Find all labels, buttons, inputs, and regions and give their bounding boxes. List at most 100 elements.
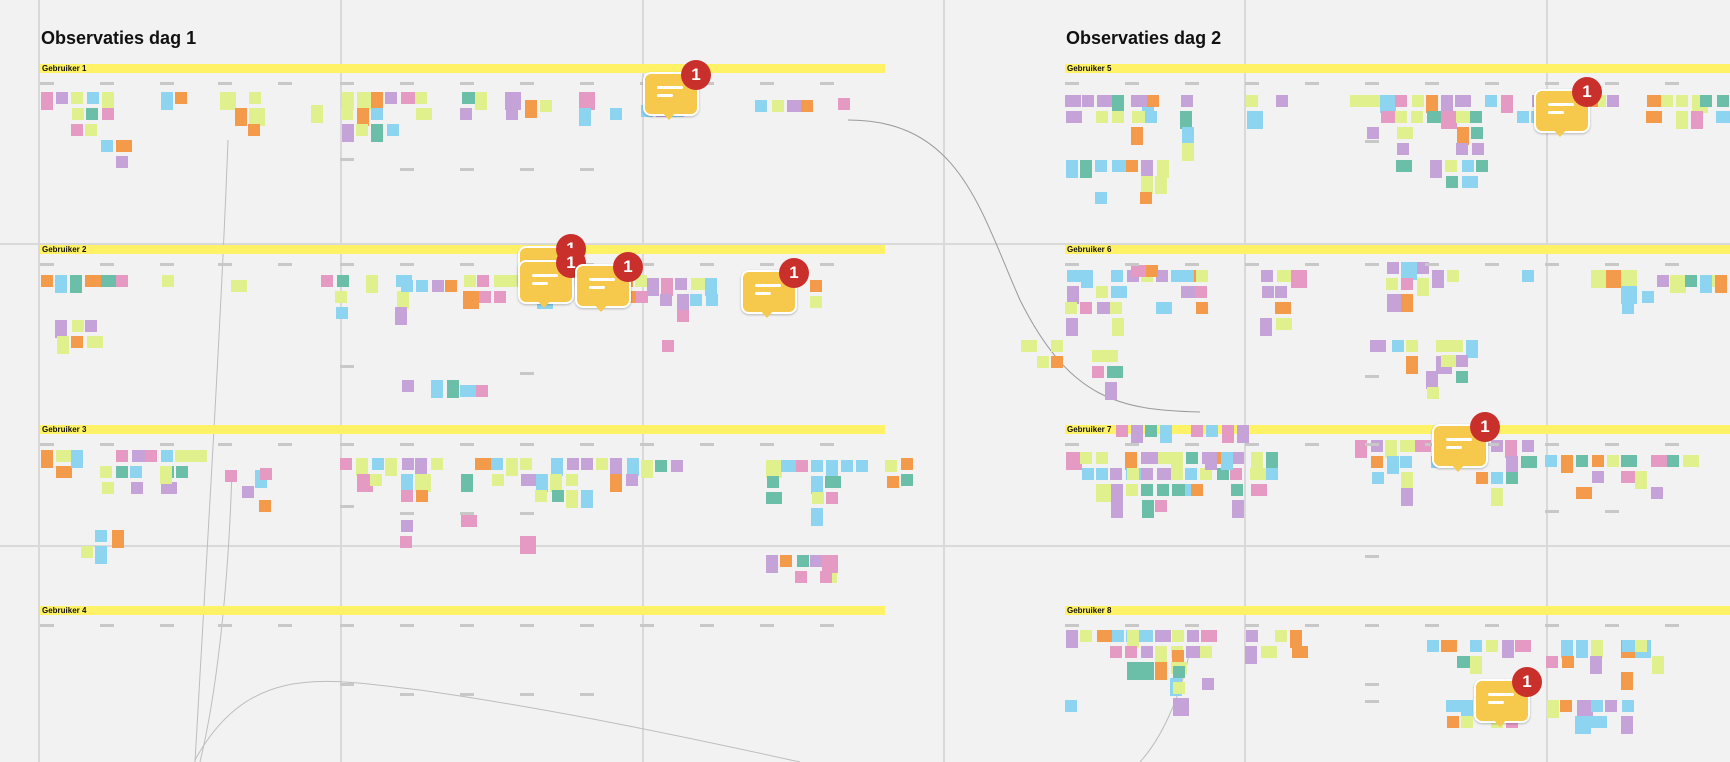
sticky-note[interactable]	[505, 92, 521, 110]
sticky-note[interactable]	[463, 291, 479, 309]
sticky-note[interactable]	[1456, 111, 1472, 123]
sticky-note[interactable]	[1173, 682, 1185, 694]
sticky-note[interactable]	[1080, 302, 1092, 314]
sticky-note[interactable]	[826, 460, 838, 478]
sticky-note[interactable]	[1200, 468, 1212, 480]
sticky-note[interactable]	[1470, 656, 1482, 674]
sticky-note[interactable]	[579, 92, 595, 110]
sticky-note[interactable]	[1462, 160, 1474, 172]
sticky-note[interactable]	[1576, 487, 1592, 499]
sticky-note[interactable]	[1652, 656, 1664, 674]
sticky-note[interactable]	[1446, 176, 1458, 188]
sticky-note[interactable]	[341, 108, 353, 120]
sticky-note[interactable]	[626, 474, 638, 486]
sticky-note[interactable]	[1397, 143, 1409, 155]
sticky-note[interactable]	[1606, 270, 1622, 288]
sticky-note[interactable]	[1275, 286, 1287, 298]
sticky-note[interactable]	[401, 474, 413, 492]
sticky-note[interactable]	[1080, 630, 1092, 642]
sticky-note[interactable]	[71, 92, 83, 104]
sticky-note[interactable]	[838, 98, 850, 110]
sticky-note[interactable]	[1401, 278, 1413, 290]
sticky-note[interactable]	[1172, 630, 1184, 642]
sticky-note[interactable]	[1171, 452, 1183, 470]
sticky-note[interactable]	[1127, 468, 1139, 480]
sticky-note[interactable]	[1196, 270, 1208, 282]
sticky-note[interactable]	[1173, 666, 1185, 678]
sticky-note[interactable]	[1142, 452, 1158, 464]
sticky-note[interactable]	[1387, 294, 1403, 312]
sticky-note[interactable]	[536, 474, 548, 492]
sticky-note[interactable]	[1111, 484, 1123, 502]
sticky-note[interactable]	[1621, 270, 1637, 288]
sticky-note[interactable]	[340, 458, 352, 470]
sticky-note[interactable]	[357, 108, 369, 126]
sticky-note[interactable]	[641, 460, 653, 478]
sticky-note[interactable]	[249, 108, 265, 126]
sticky-note[interactable]	[401, 92, 417, 104]
sticky-note[interactable]	[1562, 656, 1574, 668]
sticky-note[interactable]	[1095, 160, 1107, 172]
sticky-note[interactable]	[1096, 286, 1108, 298]
sticky-note[interactable]	[1380, 95, 1396, 113]
sticky-note[interactable]	[81, 546, 93, 558]
sticky-note[interactable]	[432, 280, 444, 292]
sticky-note[interactable]	[1092, 350, 1108, 362]
sticky-note[interactable]	[1590, 656, 1602, 674]
sticky-note[interactable]	[1385, 440, 1397, 458]
sticky-note[interactable]	[1676, 111, 1688, 129]
sticky-note[interactable]	[102, 482, 114, 494]
sticky-note[interactable]	[56, 92, 68, 104]
sticky-note[interactable]	[1642, 291, 1654, 303]
sticky-note[interactable]	[342, 92, 354, 110]
sticky-note[interactable]	[1157, 484, 1169, 496]
sticky-note[interactable]	[460, 385, 476, 397]
sticky-note[interactable]	[479, 291, 491, 303]
sticky-note[interactable]	[176, 466, 188, 478]
sticky-note[interactable]	[1157, 160, 1169, 178]
sticky-note[interactable]	[1395, 111, 1407, 123]
sticky-note[interactable]	[1647, 95, 1663, 107]
sticky-note[interactable]	[1141, 646, 1153, 658]
sticky-note[interactable]	[1131, 95, 1147, 107]
sticky-note[interactable]	[1621, 455, 1637, 467]
sticky-note[interactable]	[41, 92, 53, 110]
sticky-note[interactable]	[1141, 176, 1153, 194]
sticky-note[interactable]	[1260, 318, 1272, 336]
sticky-note[interactable]	[475, 458, 491, 470]
sticky-note[interactable]	[566, 474, 578, 486]
sticky-note[interactable]	[1506, 472, 1518, 484]
sticky-note[interactable]	[1172, 484, 1188, 496]
sticky-note[interactable]	[475, 92, 487, 110]
sticky-note[interactable]	[781, 460, 797, 472]
sticky-note[interactable]	[1427, 387, 1439, 399]
sticky-note[interactable]	[1455, 95, 1471, 107]
sticky-note[interactable]	[1397, 127, 1413, 139]
sticky-note[interactable]	[1232, 452, 1244, 464]
sticky-note[interactable]	[1456, 355, 1468, 367]
sticky-note[interactable]	[1547, 700, 1559, 718]
sticky-note[interactable]	[342, 124, 354, 142]
sticky-note[interactable]	[259, 500, 271, 512]
sticky-note[interactable]	[521, 474, 537, 486]
sticky-note[interactable]	[370, 474, 382, 486]
sticky-note[interactable]	[1501, 95, 1513, 113]
sticky-note[interactable]	[1105, 382, 1117, 400]
sticky-note[interactable]	[464, 275, 476, 287]
sticky-note[interactable]	[540, 100, 552, 112]
sticky-note[interactable]	[766, 555, 778, 573]
sticky-note[interactable]	[1545, 455, 1557, 467]
sticky-note[interactable]	[1065, 95, 1081, 107]
sticky-note[interactable]	[1080, 160, 1092, 178]
sticky-note[interactable]	[416, 490, 428, 502]
sticky-note[interactable]	[1171, 468, 1183, 480]
sticky-note[interactable]	[1683, 455, 1699, 467]
sticky-note[interactable]	[1291, 270, 1307, 288]
sticky-note[interactable]	[321, 275, 333, 287]
sticky-note[interactable]	[825, 476, 841, 488]
sticky-note[interactable]	[579, 108, 591, 126]
sticky-note[interactable]	[1560, 700, 1572, 712]
sticky-note[interactable]	[1576, 640, 1588, 658]
sticky-note[interactable]	[1387, 456, 1399, 474]
